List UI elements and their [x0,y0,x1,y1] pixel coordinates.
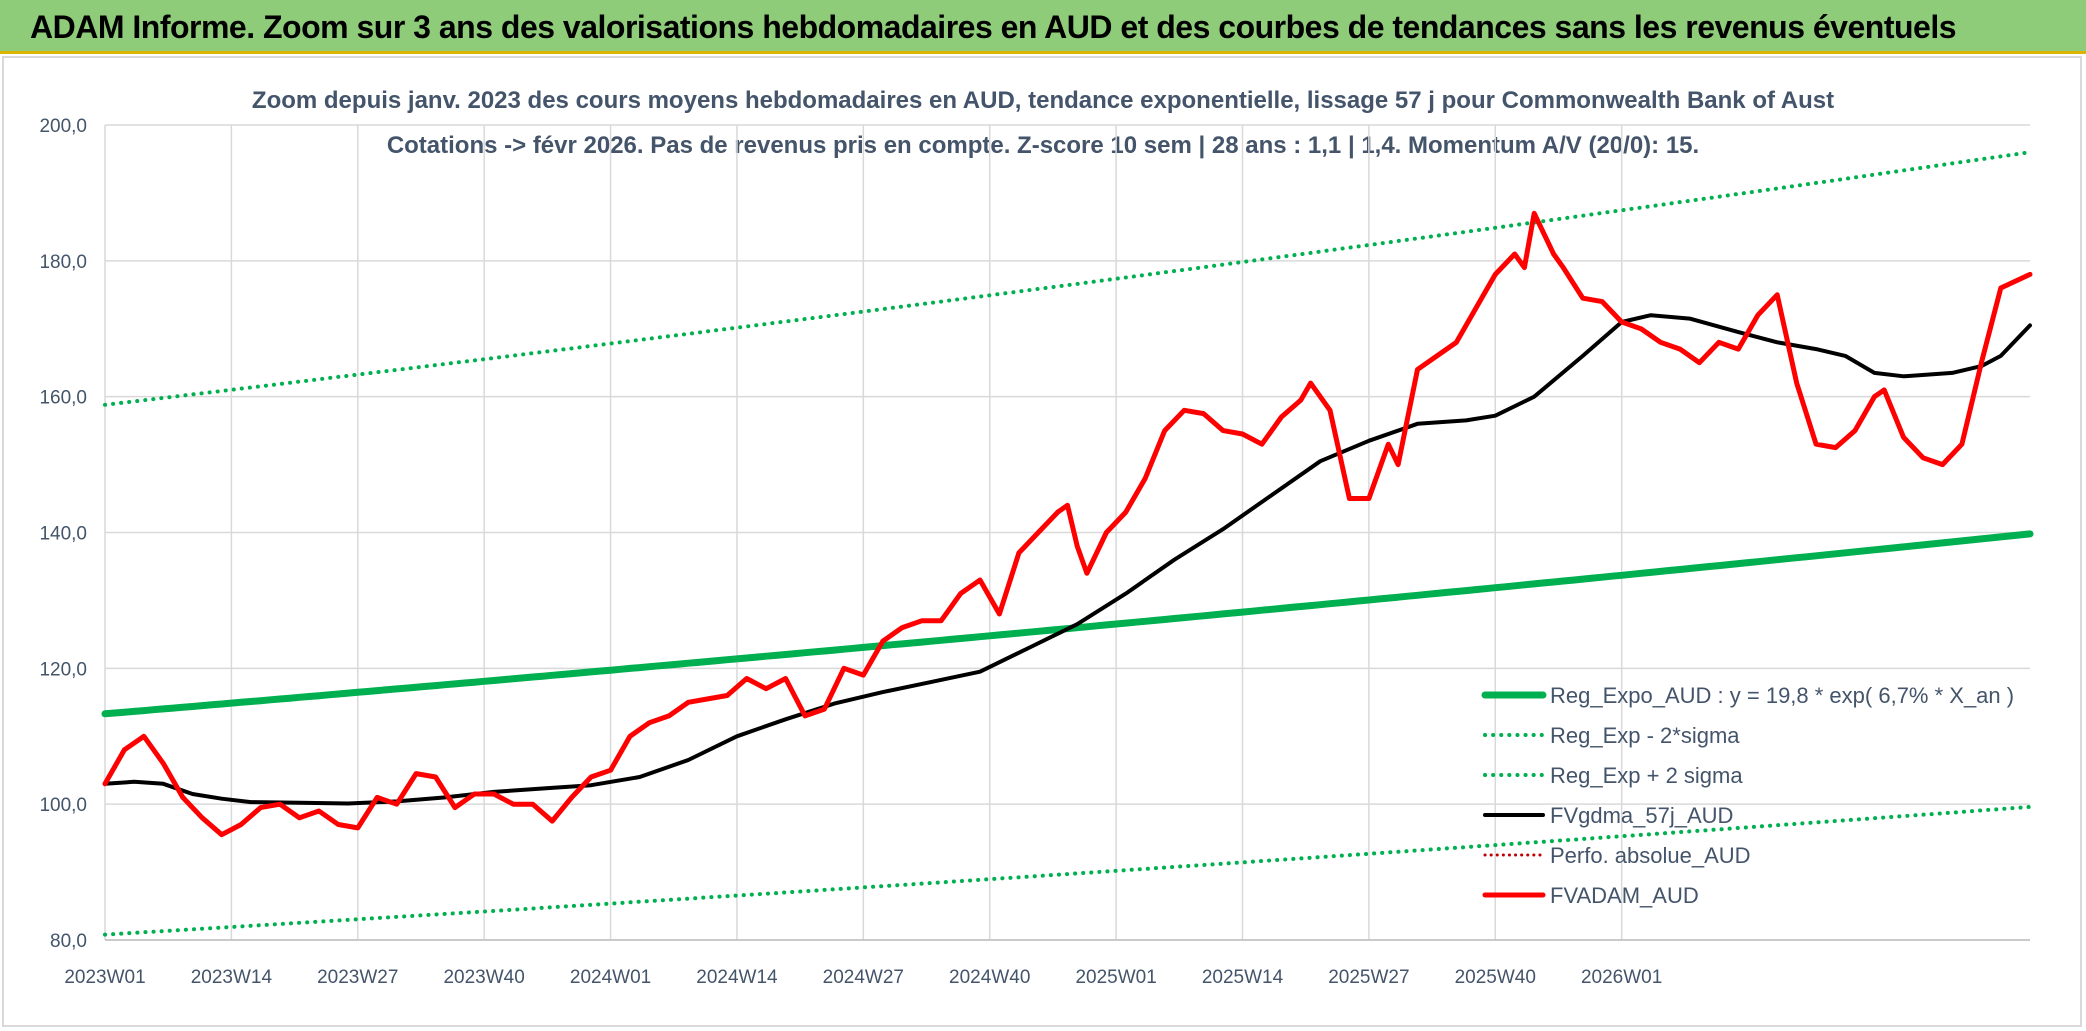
series-smooth-line [103,313,2032,806]
x-tick-label: 2024W14 [696,967,778,988]
legend-label-price: FVADAM_AUD [1550,883,1699,908]
series-reg-low-line [103,804,2032,937]
series-reg-high-line [103,150,2032,407]
x-tick-label: 2023W27 [317,967,398,988]
x-tick-label: 2023W14 [191,967,273,988]
x-tick-label: 2025W14 [1202,967,1284,988]
chart-subtitle: Cotations -> févr 2026. Pas de revenus p… [387,132,1699,159]
chart-title: Zoom depuis janv. 2023 des cours moyens … [252,87,1834,114]
y-tick-label: 80,0 [50,931,87,952]
x-tick-label: 2024W40 [949,967,1030,988]
y-tick-label: 200,0 [39,116,87,137]
axes: 80,0 100,0 120,0 140,0 160,0 180,0 200,0 2023W0… [39,116,2030,988]
legend-label-reg-high: Reg_Exp + 2 sigma [1550,763,1743,788]
chart-frame [2,56,2082,1027]
y-tick-label: 120,0 [39,659,87,680]
legend: Reg_Expo_AUD : y = 19,8 * exp( 6,7% * X_… [1481,683,2014,908]
header-banner: ADAM Informe. Zoom sur 3 ans des valoris… [0,0,2086,54]
legend-label-smooth: FVgdma_57j_AUD [1550,803,1733,828]
y-tick-label: 140,0 [39,524,87,545]
x-tick-label: 2024W27 [823,967,904,988]
y-tick-label: 180,0 [39,252,87,273]
y-tick-label: 100,0 [39,795,87,816]
x-tick-label: 2026W01 [1581,967,1662,988]
x-tick-label: 2025W01 [1075,967,1156,988]
x-tick-label: 2023W01 [64,967,145,988]
legend-label-reg-low: Reg_Exp - 2*sigma [1550,723,1740,748]
x-tick-label: 2023W40 [443,967,524,988]
series-layer [101,150,2034,937]
x-tick-label: 2025W27 [1328,967,1409,988]
legend-label-perf: Perfo. absolue_AUD [1550,843,1751,868]
series-price-line [102,210,2033,838]
grid [104,124,2030,941]
y-tick-label: 160,0 [39,388,87,409]
x-tick-label: 2025W40 [1455,967,1536,988]
page-title: ADAM Informe. Zoom sur 3 ans des valoris… [30,9,1957,45]
legend-label-reg: Reg_Expo_AUD : y = 19,8 * exp( 6,7% * X_… [1550,683,2014,708]
x-tick-label: 2024W01 [570,967,651,988]
